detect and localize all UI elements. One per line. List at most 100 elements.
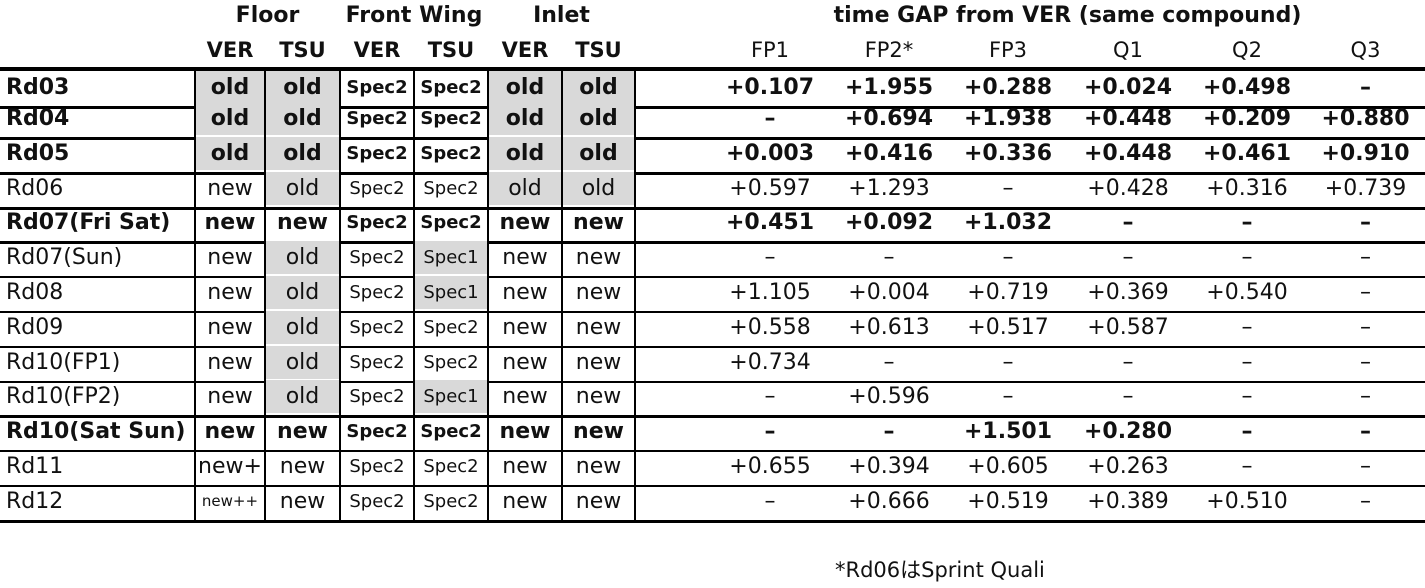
floor-tsu-cell: old	[266, 310, 339, 344]
row-label: Rd03	[6, 75, 70, 100]
row-label: Rd10(FP2)	[6, 384, 121, 410]
inlet-tsu-cell: old	[563, 71, 634, 104]
gap-fp2-cell: +0.092	[844, 210, 934, 236]
floor-ver-cell: new	[204, 210, 256, 236]
table-row: Rd07(Sun) new old Spec2 Spec1 new new – – – – – –	[0, 241, 1425, 279]
header-front-wing: Front Wing	[345, 3, 483, 28]
gap-fp1-cell: +0.107	[725, 75, 815, 100]
gap-q2-cell: +0.510	[1206, 488, 1288, 514]
gap-q1-cell: +0.280	[1083, 419, 1173, 445]
table-row: Rd12 new++ new Spec2 Spec2 new new – +0.666 +0.51…	[0, 485, 1425, 523]
floor-tsu-cell: new	[279, 454, 326, 479]
floor-tsu-cell: old	[266, 71, 339, 104]
floor-ver-cell: old	[196, 136, 264, 170]
gap-fp2-cell: +0.596	[848, 384, 930, 410]
column-divider	[339, 67, 341, 522]
floor-ver-cell: new++	[201, 491, 259, 510]
fw-tsu-cell: Spec2	[420, 108, 482, 129]
floor-tsu-cell: new	[277, 419, 328, 445]
gap-fp2-cell: +1.293	[848, 175, 930, 201]
gap-q3-cell: +0.910	[1321, 140, 1410, 166]
gap-fp3-cell: –	[1002, 349, 1014, 375]
gap-q1-cell: –	[1122, 384, 1134, 410]
gap-q2-cell: –	[1241, 210, 1253, 236]
floor-ver-cell: new	[207, 349, 253, 375]
fw-tsu-cell: Spec2	[420, 142, 482, 164]
gap-q1-cell: +0.263	[1087, 454, 1169, 479]
row-label: Rd12	[6, 488, 64, 514]
table-row: Rd09 new old Spec2 Spec2 new new +0.558 +0.613 +0…	[0, 310, 1425, 348]
gap-q2-cell: –	[1241, 314, 1253, 340]
fw-tsu-cell: Spec2	[423, 490, 479, 512]
floor-tsu-cell: old	[266, 380, 339, 414]
floor-ver-cell: new	[207, 245, 253, 271]
table-row: Rd07(Fri Sat) new new Spec2 Spec2 new new +0.45…	[0, 206, 1425, 245]
footnote: *Rd06はSprint Quali	[835, 558, 1045, 582]
gap-q2-cell: –	[1241, 419, 1253, 445]
row-label: Rd11	[6, 454, 64, 479]
gap-q3-cell: –	[1360, 384, 1371, 410]
gap-q2-cell: +0.316	[1206, 175, 1288, 201]
fw-tsu-cell: Spec1	[415, 380, 487, 414]
gap-q3-cell: +0.739	[1324, 175, 1407, 201]
floor-tsu-cell: old	[266, 276, 339, 309]
row-label: Rd04	[6, 106, 70, 131]
gap-q3-cell: –	[1360, 280, 1371, 305]
gap-q2-cell: –	[1241, 454, 1253, 479]
gap-fp2-cell: +0.613	[848, 314, 930, 340]
inlet-tsu-cell: old	[563, 136, 634, 170]
floor-ver-cell: new	[204, 419, 256, 445]
header-fw-tsu: TSU	[427, 38, 475, 62]
gap-q1-cell: –	[1122, 210, 1134, 236]
row-label: Rd05	[6, 140, 70, 166]
fw-tsu-cell: Spec2	[423, 456, 479, 477]
fw-ver-cell: Spec2	[346, 77, 408, 98]
gap-q3-cell: –	[1360, 314, 1371, 340]
gap-fp3-cell: +0.517	[967, 314, 1049, 340]
floor-ver-cell: new+	[198, 454, 262, 479]
header-session-fp1: FP1	[750, 38, 790, 62]
gap-q2-cell: +0.209	[1202, 106, 1292, 131]
table-row: Rd10(FP1) new old Spec2 Spec2 new new +0.734– – –…	[0, 345, 1425, 383]
header-time-gap: time GAP from VER (same compound)	[833, 3, 1302, 28]
gap-q1-cell: +0.389	[1087, 488, 1169, 514]
floor-tsu-cell: old	[266, 171, 339, 205]
fw-tsu-cell: Spec2	[423, 351, 479, 373]
column-divider	[194, 67, 196, 522]
header-floor-ver: VER	[206, 38, 254, 62]
inlet-tsu-cell: new	[575, 384, 622, 410]
fw-ver-cell: Spec2	[349, 177, 405, 199]
floor-ver-cell: old	[196, 71, 264, 104]
header-session-q2: Q2	[1232, 38, 1262, 62]
inlet-ver-cell: new	[502, 454, 548, 479]
gap-fp1-cell: –	[764, 245, 776, 271]
fw-tsu-cell: Spec2	[420, 212, 482, 234]
gap-fp1-cell: +0.451	[725, 210, 815, 236]
table-row: Rd10(Sat Sun) new new Spec2 Spec2 new new – – +1.…	[0, 415, 1425, 453]
gap-q3-cell: –	[1360, 454, 1371, 479]
gap-fp1-cell: +0.558	[729, 314, 811, 340]
header-session-fp3: FP3	[988, 38, 1028, 62]
inlet-ver-cell: new	[502, 280, 548, 305]
table-row: Rd05 old old Spec2 Spec2 old old +0.003 +0.416 +0…	[0, 136, 1425, 175]
row-label: Rd07(Sun)	[6, 245, 123, 271]
column-divider	[264, 67, 266, 522]
header-fw-ver: VER	[353, 38, 401, 62]
fw-tsu-cell: Spec2	[423, 177, 479, 199]
gap-fp1-cell: +0.655	[729, 454, 811, 479]
inlet-ver-cell: old	[489, 171, 561, 205]
inlet-tsu-cell: new	[575, 280, 622, 305]
inlet-ver-cell: old	[489, 71, 561, 104]
fw-ver-cell: Spec2	[346, 421, 408, 443]
fw-ver-cell: Spec2	[349, 247, 405, 269]
gap-q3-cell: +0.880	[1321, 106, 1410, 131]
fw-ver-cell: Spec2	[349, 490, 405, 512]
inlet-tsu-cell: new	[575, 245, 622, 271]
gap-q2-cell: +0.461	[1202, 140, 1292, 166]
fw-ver-cell: Spec2	[349, 282, 405, 303]
gap-fp3-cell: +0.519	[967, 488, 1049, 514]
floor-ver-cell: new	[207, 314, 253, 340]
gap-fp2-cell: –	[883, 245, 895, 271]
gap-q2-cell: +0.540	[1206, 280, 1288, 305]
gap-fp2-cell: –	[883, 349, 895, 375]
